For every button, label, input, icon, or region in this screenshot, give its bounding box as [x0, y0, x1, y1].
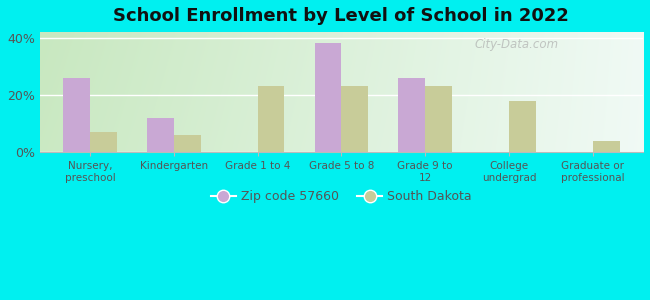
Bar	[147, 118, 174, 152]
Bar	[315, 44, 341, 152]
Legend: Zip code 57660, South Dakota: Zip code 57660, South Dakota	[205, 185, 477, 208]
Bar	[63, 78, 90, 152]
Bar	[509, 101, 536, 152]
Bar	[341, 86, 368, 152]
Bar	[425, 86, 452, 152]
Bar	[398, 78, 425, 152]
Bar	[593, 141, 619, 152]
Text: City-Data.com: City-Data.com	[474, 38, 558, 51]
Bar	[174, 135, 201, 152]
Bar	[90, 132, 117, 152]
Title: School Enrollment by Level of School in 2022: School Enrollment by Level of School in …	[114, 7, 569, 25]
Bar	[257, 86, 285, 152]
